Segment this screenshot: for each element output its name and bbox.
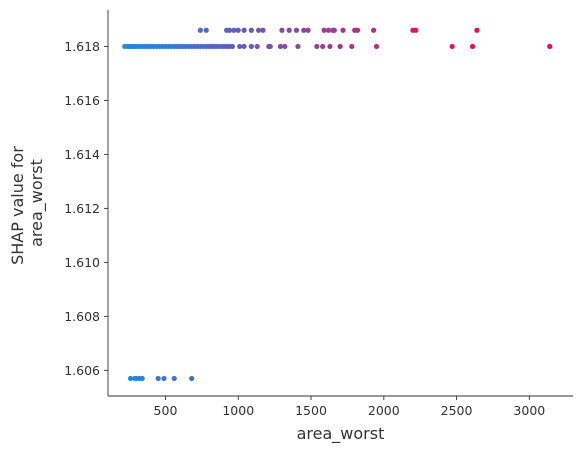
- data-point: [127, 375, 134, 382]
- data-point: [286, 27, 292, 33]
- data-point: [231, 27, 237, 33]
- y-tick-label: 1.612: [64, 201, 100, 216]
- y-tick-label: 1.606: [64, 363, 100, 378]
- y-tick-label: 1.608: [64, 309, 100, 324]
- data-point: [241, 43, 247, 50]
- data-point: [349, 43, 355, 50]
- data-point: [327, 43, 333, 50]
- data-point: [241, 27, 247, 33]
- data-point: [293, 27, 300, 33]
- data-point: [474, 27, 480, 33]
- data-point: [413, 27, 419, 33]
- x-tick-label: 1500: [295, 403, 327, 418]
- data-point: [171, 375, 177, 382]
- y-tick-label: 1.614: [64, 147, 100, 162]
- data-point: [321, 27, 327, 33]
- data-point: [277, 43, 284, 50]
- y-tick-label: 1.610: [64, 255, 100, 270]
- data-point: [449, 43, 455, 50]
- y-tick-label: 1.618: [64, 39, 100, 54]
- data-point: [320, 43, 326, 50]
- x-tick-label: 2000: [368, 403, 400, 418]
- data-point: [256, 27, 262, 33]
- data-point: [340, 27, 346, 33]
- data-point: [469, 43, 476, 50]
- x-tick-label: 500: [154, 403, 178, 418]
- data-point: [301, 27, 307, 33]
- data-point: [295, 43, 301, 50]
- data-point: [355, 27, 361, 33]
- x-tick-label: 2500: [441, 403, 473, 418]
- scatter-points: [122, 27, 553, 382]
- data-point: [189, 375, 195, 382]
- x-axis-ticks: 500 1000 1500 2000 2500 3000: [154, 396, 545, 418]
- data-point: [155, 375, 161, 382]
- data-point: [229, 43, 236, 50]
- data-point: [139, 375, 145, 382]
- data-point: [305, 27, 311, 33]
- data-point: [371, 27, 377, 33]
- data-point: [282, 43, 288, 50]
- data-point: [325, 27, 332, 33]
- y-axis-title-line-1: SHAP value for: [8, 146, 27, 265]
- data-point: [331, 27, 337, 33]
- data-point: [314, 43, 320, 50]
- x-tick-label: 3000: [513, 403, 545, 418]
- data-point: [373, 43, 380, 50]
- data-point: [248, 27, 254, 33]
- y-axis-title: SHAP value for area_worst: [8, 141, 47, 265]
- data-point: [203, 27, 209, 33]
- x-axis-title: area_worst: [297, 424, 385, 444]
- data-point: [237, 43, 243, 50]
- data-point: [226, 27, 233, 33]
- data-point: [254, 43, 260, 50]
- data-point: [337, 43, 343, 50]
- y-axis-title-line-2: area_worst: [27, 159, 47, 247]
- data-point: [248, 43, 254, 50]
- data-point: [279, 27, 285, 33]
- y-tick-label: 1.616: [64, 93, 100, 108]
- data-point: [235, 27, 241, 33]
- data-point: [197, 27, 204, 33]
- data-point: [260, 27, 266, 33]
- y-axis-ticks: 1.606 1.608 1.610 1.612 1.614 1.616 1.618: [64, 39, 108, 378]
- x-tick-label: 1000: [222, 403, 254, 418]
- data-point: [547, 43, 553, 50]
- data-point: [161, 375, 167, 382]
- data-point: [267, 43, 273, 50]
